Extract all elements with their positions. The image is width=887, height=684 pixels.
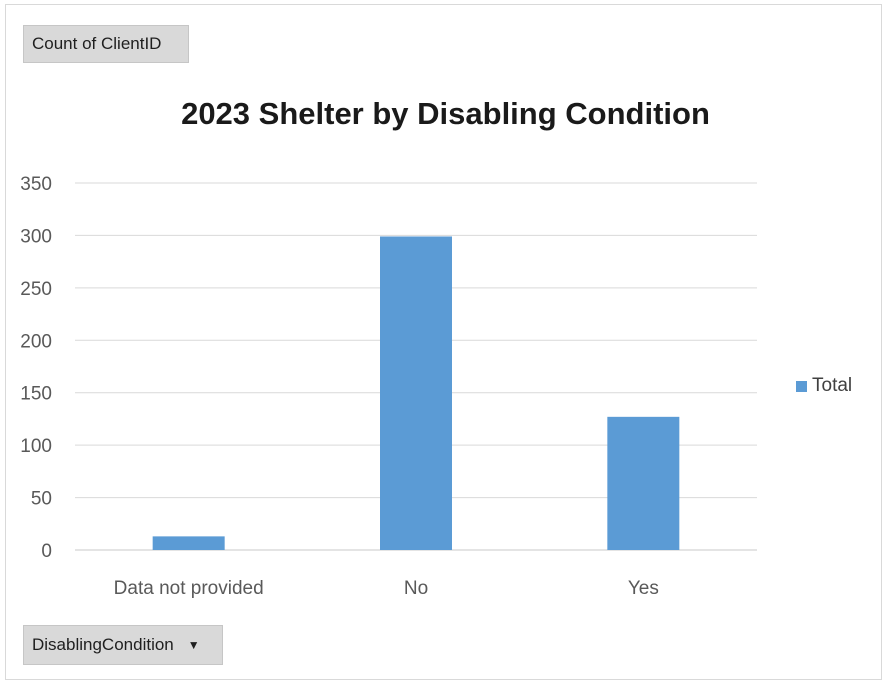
bar bbox=[152, 536, 225, 550]
bar bbox=[380, 236, 452, 550]
x-tick-label: Data not provided bbox=[114, 578, 264, 599]
legend-swatch bbox=[796, 380, 807, 392]
triangle-down-icon: ▼ bbox=[187, 638, 200, 652]
y-tick-label: 50 bbox=[31, 489, 52, 510]
axis-field-dropdown[interactable]: DisablingCondition ▼ bbox=[23, 625, 223, 665]
y-tick-label: 300 bbox=[20, 226, 52, 247]
legend: Total bbox=[796, 375, 852, 397]
axis-field-label: DisablingCondition bbox=[32, 635, 174, 654]
value-field-button[interactable]: Count of ClientID bbox=[23, 25, 189, 63]
y-tick-label: 0 bbox=[41, 541, 52, 562]
y-tick-label: 100 bbox=[20, 436, 52, 457]
y-tick-label: 250 bbox=[20, 279, 52, 300]
legend-label: Total bbox=[812, 375, 853, 396]
bar bbox=[607, 416, 680, 550]
chart-title-text: 2023 Shelter by Disabling Condition bbox=[181, 96, 710, 131]
y-tick-label: 350 bbox=[20, 174, 52, 195]
chart-title: 2023 Shelter by Disabling Condition bbox=[0, 96, 887, 132]
x-tick-label: No bbox=[404, 578, 428, 599]
x-tick-label: Yes bbox=[628, 578, 659, 599]
y-tick-label: 150 bbox=[20, 384, 52, 405]
value-field-label: Count of ClientID bbox=[32, 34, 162, 53]
y-tick-label: 200 bbox=[20, 331, 52, 352]
